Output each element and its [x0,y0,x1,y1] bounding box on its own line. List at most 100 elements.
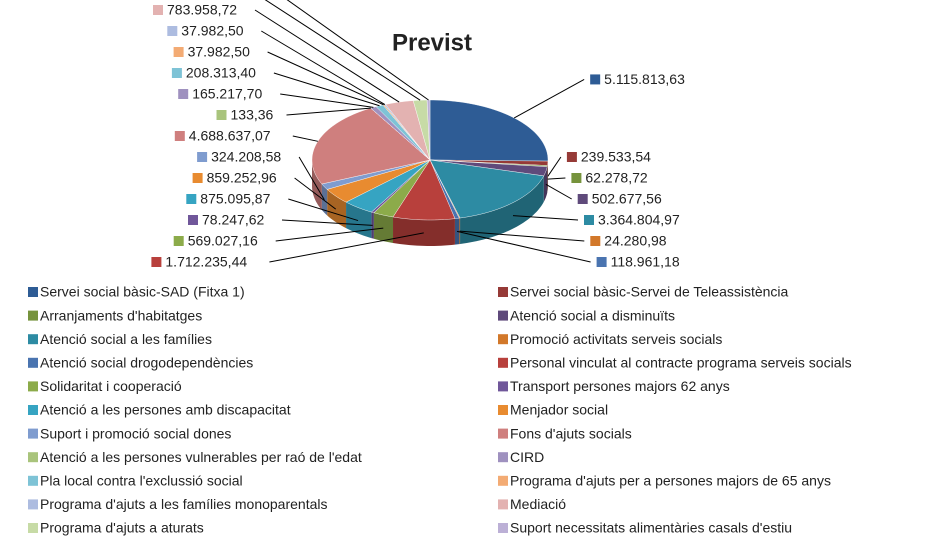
legend-marker [498,334,508,345]
label-marker [577,194,588,204]
leader-line [254,9,400,103]
data-label: 324.208,58 [211,149,281,165]
legend-label: Programa d'ajuts a aturats [40,520,204,536]
pie-slice [326,159,431,203]
pie-side [346,202,372,239]
label-marker [197,152,208,162]
data-label: 37.982,50 [188,44,250,60]
pie-slice [385,100,431,161]
label-marker [216,110,227,120]
pie-side [371,212,374,239]
pie-slice [311,107,431,185]
leader-line [273,72,380,107]
label-marker [153,5,163,15]
label-marker [173,236,184,246]
legend-label: Personal vinculat al contracte programa … [510,355,852,371]
pie-slice [373,159,431,218]
legend-label: Mediació [510,496,566,512]
legend-marker [28,523,38,533]
pie-slice [429,159,545,219]
leader-line [281,219,373,226]
leader-line [269,232,424,263]
legend-marker [498,499,508,510]
data-label: 569.027,16 [188,233,258,249]
legend-marker [498,381,508,392]
pie-side [327,189,347,229]
legend-label: Suport i promoció social dones [40,425,231,441]
label-marker [186,194,197,204]
legend-label: Atenció social drogodependències [40,355,253,371]
data-label: 5.115.813,63 [604,71,685,87]
label-marker [192,173,203,183]
label-marker [596,257,607,267]
legend-marker [28,475,38,486]
legend-marker [498,287,508,297]
legend-marker [28,287,38,297]
leader-line [286,107,371,116]
legend-marker [498,405,508,415]
legend-marker [28,452,38,463]
legend-label: Programa d'ajuts per a persones majors d… [510,473,831,489]
label-marker [566,152,577,162]
legend-label: Servei social bàsic-Servei de Teleassist… [510,284,789,300]
pie-slice [392,159,456,221]
label-marker [188,215,198,225]
data-label: 165.217,70 [192,86,262,102]
leader-line [513,78,585,119]
label-marker [584,215,594,225]
label-marker [151,257,162,267]
label-marker [571,173,582,183]
data-label: 62.278,72 [585,170,647,186]
data-label: 502.677,56 [592,191,662,207]
data-label: 78.247,62 [202,212,264,228]
pie-side [373,212,394,243]
label-marker [178,89,189,99]
legend-marker [28,310,38,321]
label-marker [590,74,601,85]
legend-label: Programa d'ajuts a les famílies monopare… [40,496,327,512]
leader-line [261,30,386,105]
pie-side [454,218,460,245]
legend-marker [498,523,508,533]
data-label: 859.252,96 [207,170,277,186]
pie-slice [429,99,549,162]
leader-line [286,0,429,101]
leader-line [512,215,579,221]
data-label: 4.688.637,07 [189,128,271,144]
leader-line [292,135,318,142]
pie-sides [312,160,548,246]
leader-line [267,51,384,106]
leader-line [547,177,566,180]
legend-marker [28,428,38,439]
legend-label: Fons d'ajuts socials [510,425,632,441]
legend-label: Transport persones majors 62 anys [510,378,730,394]
data-label: 783.958,72 [167,2,237,18]
data-label: 1.712.235,44 [165,254,247,270]
legend-marker [498,357,508,368]
legend-label: Menjador social [510,402,608,418]
pie-side [459,218,461,245]
legend-marker [498,310,508,321]
pie-side [460,175,544,245]
legend-marker [498,452,508,463]
leader-line [456,230,591,263]
legend-label: Atenció a les persones amb discapacitat [40,402,291,418]
label-marker [167,26,178,36]
legend-marker [28,381,38,392]
pie-side [321,183,328,216]
data-label: 3.364.804,97 [598,212,680,228]
legend-marker [28,357,38,368]
chart-title: Previst [392,29,472,56]
pie-slice [426,99,431,161]
leader-line [459,230,585,242]
leader-line [264,0,421,101]
legend-label: Solidaritat i cooperació [40,378,182,394]
legend-marker [28,499,38,510]
legend-label: Pla local contra l'exclussió social [40,473,243,489]
legend-label: Promoció activitats serveis socials [510,331,722,347]
legend-marker [498,428,508,439]
pie-side [543,166,548,202]
leader-line [294,177,337,210]
legend-label: Arranjaments d'habitatges [40,307,202,323]
